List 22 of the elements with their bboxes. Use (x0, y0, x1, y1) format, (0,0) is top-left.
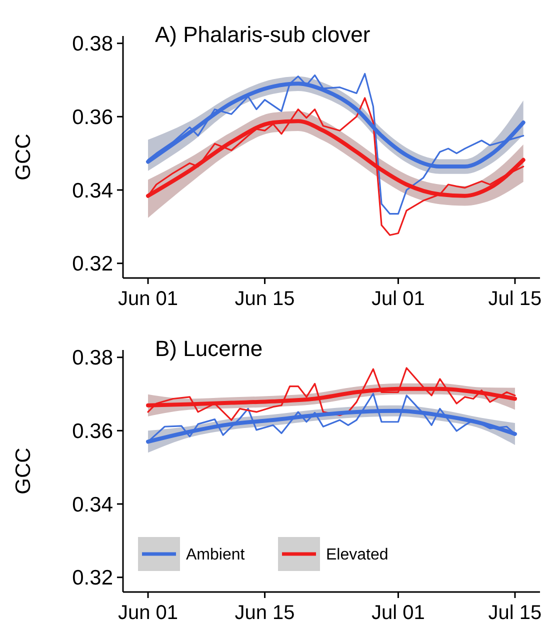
chart-title: B) Lucerne (155, 336, 263, 361)
x-tick-label: Jun 01 (118, 288, 178, 310)
y-tick-label: 0.36 (72, 420, 113, 444)
x-tick-label: Jul 15 (488, 602, 542, 624)
x-tick-label: Jun 15 (234, 288, 295, 310)
y-tick-label: 0.34 (72, 179, 114, 202)
y-tick-label: 0.38 (72, 346, 113, 370)
y-tick-label: 0.34 (72, 493, 114, 516)
y-axis-title: GCC (12, 448, 35, 494)
y-tick-label: 0.32 (72, 252, 113, 276)
y-tick-label: 0.36 (72, 106, 113, 130)
x-tick-label: Jun 01 (118, 602, 178, 624)
x-tick-label: Jul 01 (372, 602, 425, 624)
y-axis-title: GCC (12, 134, 35, 180)
x-tick-label: Jul 01 (372, 288, 425, 310)
chart-title: A) Phalaris-sub clover (155, 22, 370, 47)
legend-label: Elevated (326, 546, 388, 564)
y-tick-label: 0.38 (72, 32, 113, 56)
x-tick-label: Jun 15 (234, 602, 295, 624)
legend-label: Ambient (186, 546, 246, 564)
y-tick-label: 0.32 (72, 566, 113, 590)
x-tick-label: Jul 15 (488, 288, 542, 310)
